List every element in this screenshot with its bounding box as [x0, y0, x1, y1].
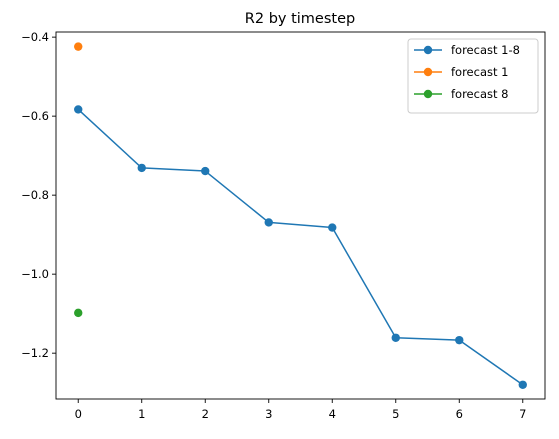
y-tick-label-3: −0.6	[21, 109, 49, 123]
y-tick-label-4: −0.4	[21, 30, 49, 44]
legend: forecast 1-8 forecast 1 forecast 8	[407, 38, 539, 114]
legend-marker-1	[423, 67, 433, 77]
y-tick-label-2: −0.8	[21, 188, 49, 202]
y-tick-label-1: −1.0	[21, 267, 49, 281]
x-tick-label-0: 0	[75, 407, 82, 421]
axes: 0 1 2 3 4 5 6 7 −1.2 −1.0 −0.8 −0.6 −0.4	[21, 30, 546, 421]
legend-marker-2	[423, 89, 433, 99]
data-point-s0-3	[264, 218, 273, 227]
x-tick-label-6: 6	[456, 407, 463, 421]
data-point-s0-2	[201, 166, 210, 176]
x-tick-label-5: 5	[392, 407, 399, 421]
data-point-s2-0	[74, 308, 83, 318]
data-point-s0-1	[137, 163, 146, 173]
series-line-0	[77, 108, 524, 386]
x-tick-label-7: 7	[519, 407, 526, 421]
data-point-s0-0	[74, 105, 83, 114]
legend-label-1: forecast 1	[451, 65, 508, 79]
legend-label-0: forecast 1-8	[451, 43, 520, 57]
x-tick-label-1: 1	[138, 407, 145, 421]
x-tick-label-3: 3	[265, 407, 272, 421]
data-point-s1-0	[74, 42, 83, 51]
data-point-s0-6	[455, 335, 464, 345]
chart-title: R2 by timestep	[245, 11, 355, 27]
y-tick-label-0: −1.2	[21, 346, 49, 360]
x-tick-label-4: 4	[329, 407, 336, 421]
data-point-s0-7	[518, 380, 527, 389]
legend-label-2: forecast 8	[451, 87, 508, 101]
axes-frame	[55, 31, 546, 400]
plot-area	[74, 42, 527, 389]
legend-marker-0	[423, 45, 433, 55]
data-point-s0-5	[391, 333, 400, 342]
data-point-s0-4	[328, 223, 337, 232]
x-tick-label-2: 2	[202, 407, 209, 421]
